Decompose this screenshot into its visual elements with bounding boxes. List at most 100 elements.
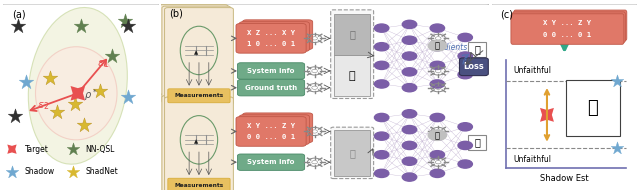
- FancyBboxPatch shape: [168, 89, 230, 103]
- FancyBboxPatch shape: [331, 10, 374, 98]
- Circle shape: [430, 132, 445, 140]
- Point: [70, 103, 80, 106]
- Circle shape: [374, 132, 389, 140]
- Text: NN-QSL: NN-QSL: [86, 145, 115, 154]
- FancyBboxPatch shape: [237, 80, 305, 96]
- Text: $\epsilon_1$: $\epsilon_1$: [97, 58, 109, 70]
- Text: X Y ... Z Y: X Y ... Z Y: [543, 20, 591, 26]
- FancyBboxPatch shape: [1, 4, 161, 192]
- Text: X Z ... X Y: X Z ... X Y: [247, 30, 295, 36]
- Point: [95, 90, 105, 93]
- FancyBboxPatch shape: [164, 97, 234, 194]
- Point: [612, 147, 622, 150]
- Text: 🐈: 🐈: [474, 44, 480, 54]
- Point: [542, 113, 552, 116]
- Text: Ground truth: Ground truth: [245, 85, 297, 91]
- Text: 🐈: 🐈: [349, 29, 355, 39]
- Text: X Y ... Z Y: X Y ... Z Y: [247, 123, 295, 129]
- Circle shape: [403, 52, 417, 60]
- Circle shape: [458, 141, 472, 150]
- Text: Unfaithful: Unfaithful: [513, 155, 552, 164]
- Circle shape: [430, 43, 445, 51]
- Text: 🐈: 🐈: [349, 148, 355, 158]
- FancyBboxPatch shape: [168, 178, 230, 192]
- Text: System info: System info: [248, 159, 295, 165]
- Text: 🔒: 🔒: [435, 42, 440, 51]
- Circle shape: [428, 130, 447, 140]
- Text: Faithful: Faithful: [579, 118, 608, 127]
- Circle shape: [458, 33, 472, 42]
- Text: 🐈: 🐈: [588, 99, 598, 117]
- Text: Loss: Loss: [463, 62, 484, 71]
- FancyBboxPatch shape: [164, 8, 234, 105]
- Text: Measurements: Measurements: [174, 183, 223, 188]
- Point: [73, 92, 83, 95]
- Point: [612, 80, 622, 83]
- Circle shape: [430, 24, 445, 32]
- Point: [123, 96, 133, 99]
- FancyBboxPatch shape: [237, 63, 305, 79]
- Text: (c): (c): [500, 10, 513, 20]
- Circle shape: [430, 169, 445, 177]
- Point: [21, 81, 31, 84]
- Circle shape: [374, 169, 389, 177]
- FancyBboxPatch shape: [334, 55, 370, 96]
- FancyBboxPatch shape: [243, 113, 313, 143]
- Point: [108, 54, 118, 58]
- Point: [68, 148, 78, 151]
- FancyBboxPatch shape: [243, 20, 313, 49]
- FancyBboxPatch shape: [566, 80, 620, 136]
- Circle shape: [458, 123, 472, 131]
- Text: ShadNet: ShadNet: [86, 167, 118, 176]
- Circle shape: [428, 41, 447, 51]
- Text: 🐈: 🐈: [349, 71, 355, 82]
- FancyBboxPatch shape: [236, 117, 306, 146]
- Circle shape: [458, 71, 472, 79]
- Circle shape: [403, 84, 417, 92]
- Circle shape: [403, 36, 417, 44]
- Text: 🐈: 🐈: [474, 137, 480, 147]
- Point: [10, 114, 20, 117]
- Point: [123, 25, 133, 28]
- FancyBboxPatch shape: [490, 4, 639, 192]
- Text: ▲: ▲: [193, 50, 198, 55]
- Circle shape: [403, 173, 417, 181]
- Circle shape: [430, 151, 445, 159]
- Ellipse shape: [28, 7, 127, 164]
- Text: Measurements: Measurements: [174, 93, 223, 98]
- FancyBboxPatch shape: [334, 14, 370, 55]
- FancyBboxPatch shape: [468, 135, 486, 150]
- Circle shape: [374, 80, 389, 88]
- Point: [68, 170, 78, 173]
- Text: 0 0 ... 0 1: 0 0 ... 0 1: [247, 134, 295, 140]
- Point: [120, 19, 130, 22]
- Point: [13, 25, 24, 28]
- FancyBboxPatch shape: [239, 115, 309, 144]
- Text: $\rho^*$: $\rho^*$: [84, 87, 97, 103]
- Circle shape: [403, 141, 417, 150]
- Circle shape: [430, 113, 445, 122]
- FancyBboxPatch shape: [468, 42, 486, 57]
- FancyBboxPatch shape: [162, 6, 231, 103]
- Text: Unfaithful: Unfaithful: [513, 66, 552, 75]
- Text: 0 0 ... 0 1: 0 0 ... 0 1: [543, 32, 591, 38]
- Ellipse shape: [35, 47, 117, 140]
- FancyBboxPatch shape: [158, 4, 492, 192]
- Point: [7, 148, 17, 151]
- Text: 🔓: 🔓: [435, 131, 440, 140]
- Text: Target: Target: [24, 145, 49, 154]
- FancyBboxPatch shape: [513, 12, 625, 43]
- Circle shape: [374, 113, 389, 122]
- Point: [45, 77, 55, 80]
- Point: [79, 123, 89, 127]
- FancyBboxPatch shape: [334, 130, 370, 176]
- Circle shape: [374, 61, 389, 69]
- Text: (a): (a): [12, 10, 26, 20]
- Circle shape: [374, 24, 389, 32]
- Point: [52, 110, 63, 113]
- Text: 1 0 ... 0 1: 1 0 ... 0 1: [247, 41, 295, 47]
- Point: [76, 25, 86, 28]
- Text: Shadow: Shadow: [24, 167, 54, 176]
- FancyBboxPatch shape: [236, 24, 306, 53]
- Circle shape: [458, 160, 472, 168]
